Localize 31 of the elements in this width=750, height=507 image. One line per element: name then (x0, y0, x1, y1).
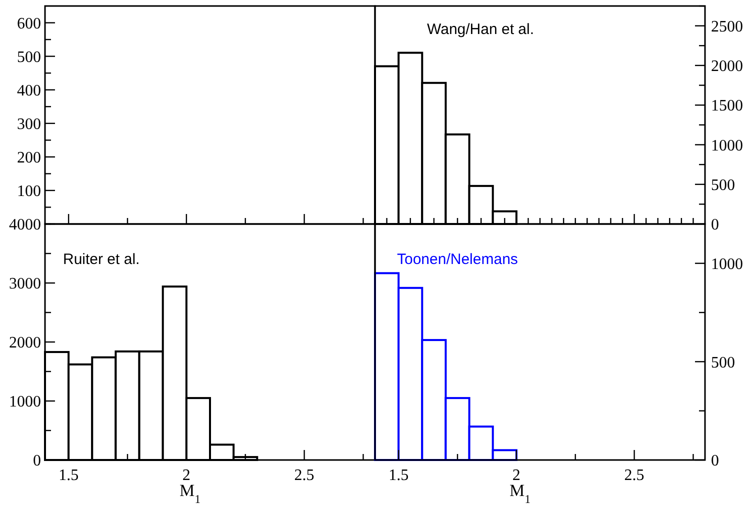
y-tick-label: 0 (711, 216, 719, 234)
y-tick-label: 1500 (711, 98, 743, 115)
y-tick-label: 2500 (711, 18, 743, 36)
y-tick-label: 100 (17, 183, 41, 200)
y-tick-label: 4000 (9, 216, 41, 234)
y-tick-label: 400 (17, 82, 41, 100)
x-tick-label: 2.5 (624, 467, 644, 484)
y-tick-label: 3000 (9, 276, 41, 293)
text: Ruiter et al. (63, 251, 140, 268)
x-axis-title: M$_{1}$ (509, 481, 531, 506)
text: Wang/Han et al. (427, 21, 534, 38)
y-tick-label: 1000 (9, 394, 41, 411)
y-tick-label: 600 (17, 15, 41, 32)
y-tick-label: 0 (33, 452, 41, 470)
x-tick-label: 2.5 (294, 467, 314, 484)
y-tick-label: 500 (711, 176, 735, 194)
y-tick-label: 0 (711, 452, 719, 470)
text: Toonen/Nelemans (397, 251, 518, 268)
y-tick-label: 2000 (711, 58, 743, 76)
x-tick-label: 2 (182, 467, 190, 484)
y-tick-label: 1000 (711, 137, 743, 154)
y-tick-label: 200 (17, 150, 41, 167)
x-tick-label: 1.5 (388, 467, 409, 484)
y-tick-label: 1000 (711, 256, 743, 273)
x-tick-label: 2 (512, 467, 520, 484)
x-axis-title: M$_{1}$ (179, 481, 201, 506)
x-tick-label: 1.5 (58, 467, 79, 484)
y-tick-label: 300 (17, 116, 41, 133)
y-tick-label: 500 (17, 48, 41, 66)
y-tick-label: 500 (711, 354, 735, 372)
y-tick-label: 2000 (9, 334, 41, 352)
